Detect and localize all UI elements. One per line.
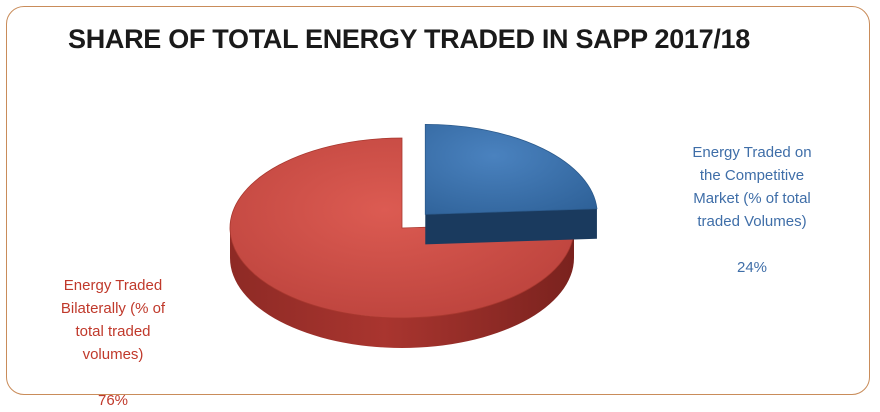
slice-top-competitive (424, 123, 598, 215)
slice-value-bilateral: 76% (97, 392, 129, 409)
slice-side-bilateral (230, 228, 574, 348)
pie-slices-group (229, 123, 598, 348)
slice-top-bilateral (229, 137, 575, 319)
slice-value-competitive: 24% (736, 259, 768, 276)
slice-label-competitive: Energy Traded on the Competitive Market … (662, 118, 842, 279)
slice-wall-end-competitive (425, 208, 597, 245)
slice-label-bilateral: Energy Traded Bilaterally (% of total tr… (18, 251, 208, 412)
slice-label-competitive-text: Energy Traded on the Competitive Market … (692, 144, 812, 230)
chart-title: SHARE OF TOTAL ENERGY TRADED IN SAPP 201… (68, 24, 750, 54)
slice-label-bilateral-text: Energy Traded Bilaterally (% of total tr… (60, 277, 166, 363)
